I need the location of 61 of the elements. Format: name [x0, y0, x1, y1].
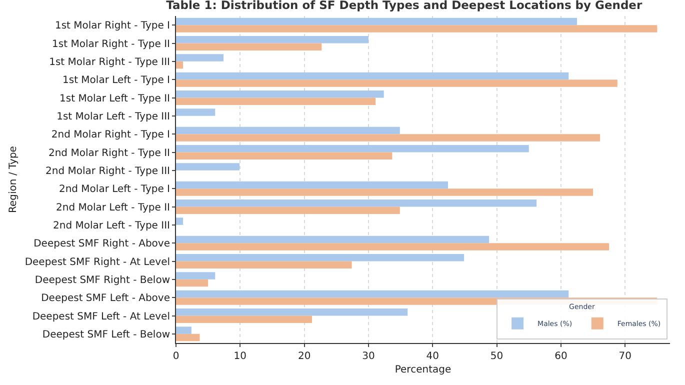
bar — [176, 272, 216, 280]
bar — [176, 188, 594, 196]
x-tick-label: 40 — [426, 351, 439, 362]
bar — [176, 163, 240, 170]
x-tick-label: 50 — [490, 351, 504, 362]
bar — [176, 61, 184, 69]
bar — [176, 25, 658, 32]
bar — [176, 261, 352, 269]
bar — [176, 126, 400, 134]
bar — [176, 308, 408, 316]
x-tick-label: 60 — [554, 351, 568, 362]
y-axis-title: Region / Type — [8, 146, 19, 213]
x-axis-title: Percentage — [394, 364, 452, 376]
bar — [176, 199, 537, 207]
bar — [176, 316, 312, 324]
bar — [176, 54, 224, 62]
bar — [176, 36, 368, 44]
y-tick-label: Deepest SMF Right - Above — [34, 238, 170, 250]
bar — [176, 206, 400, 214]
bar — [176, 18, 577, 26]
x-tick-label: 70 — [618, 351, 632, 362]
bar — [176, 254, 464, 262]
y-tick-label: Deepest SMF Left - Below — [42, 329, 170, 340]
bar — [176, 326, 192, 334]
y-tick-label: 2nd Molar Right - Type II — [48, 148, 170, 159]
y-tick-label: 1st Molar Right - Type II — [52, 38, 170, 50]
y-tick-label: 1st Molar Left - Type I — [62, 75, 170, 86]
y-tick-label: 2nd Molar Right - Type I — [51, 130, 170, 141]
bar — [176, 181, 448, 189]
bar — [176, 72, 569, 80]
bar — [176, 236, 490, 244]
y-tick-label: 2nd Molar Left - Type II — [56, 202, 170, 214]
x-tick-label: 20 — [298, 351, 311, 362]
bar — [176, 98, 376, 106]
y-tick-label: Deepest SMF Right - At Level — [24, 256, 170, 268]
bar — [176, 144, 529, 152]
y-tick-label: 2nd Molar Left - Type III — [53, 220, 170, 232]
x-tick-label: 10 — [234, 351, 247, 362]
y-tick-label: Deepest SMF Left - Above — [41, 293, 170, 304]
bar — [176, 152, 392, 160]
bar — [176, 90, 384, 98]
y-tick-label: 2nd Molar Right - Type III — [46, 166, 170, 177]
y-tick-label: 1st Molar Left - Type II — [60, 93, 170, 104]
bar — [176, 334, 200, 342]
bar — [176, 43, 322, 51]
bar — [176, 243, 610, 250]
y-tick-label: 1st Molar Right - Type III — [49, 56, 170, 68]
x-tick-label: 30 — [362, 351, 375, 362]
y-tick-label: 1st Molar Right - Type I — [54, 20, 170, 32]
bar — [176, 290, 569, 298]
y-tick-label: Deepest SMF Left - At Level — [32, 311, 170, 322]
chart-title: Table 1: Distribution of SF Depth Types and Deepest Locations by Gender — [166, 0, 642, 12]
y-tick-label: 2nd Molar Left - Type I — [58, 184, 170, 196]
bar — [176, 279, 208, 287]
bar — [176, 80, 618, 87]
y-tick-label: Deepest SMF Right - Below — [34, 274, 170, 286]
x-tick-label: 0 — [172, 351, 180, 362]
bar — [176, 108, 216, 116]
y-tick-label: 1st Molar Left - Type III — [56, 111, 170, 122]
bar — [176, 218, 184, 225]
bar — [176, 134, 600, 142]
